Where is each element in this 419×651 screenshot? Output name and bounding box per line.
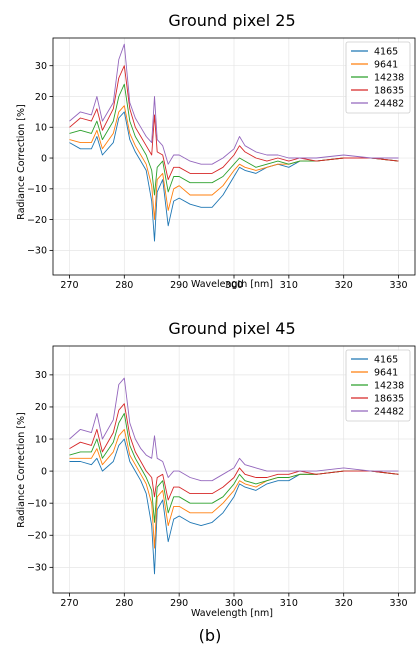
y-tick-label: −10 xyxy=(27,498,47,509)
y-tick-label: −20 xyxy=(27,531,47,542)
legend-label: 14238 xyxy=(374,380,404,391)
figure-caption: (b) xyxy=(199,626,222,645)
x-tick-label: 320 xyxy=(335,598,353,609)
series-line-24482 xyxy=(69,377,399,482)
chart-title: Ground pixel 45 xyxy=(168,319,295,338)
x-tick-label: 300 xyxy=(225,280,243,291)
legend: 4165 9641 14238 18635 24482 xyxy=(345,41,411,114)
x-tick-label: 270 xyxy=(60,598,78,609)
chart-title: Ground pixel 25 xyxy=(168,11,295,30)
y-tick-label: −10 xyxy=(27,184,47,195)
series-line-14238 xyxy=(69,412,399,523)
y-tick-label: 30 xyxy=(35,370,47,381)
legend-label: 18635 xyxy=(374,85,404,96)
axis-ticks: 270 280 290 300 310 320 330 −30 −20 −10 0 10 20 30 xyxy=(27,61,408,291)
chart-panel-ground-pixel-45: Ground pixel 45 270 280 290 300 310 320 330−30… xyxy=(16,319,416,619)
series-line-14238 xyxy=(69,83,399,196)
legend-label: 9641 xyxy=(374,59,398,70)
legend-label: 9641 xyxy=(374,367,398,378)
legend-label: 18635 xyxy=(374,393,404,404)
y-tick-label: 30 xyxy=(35,61,47,72)
legend-box xyxy=(345,41,411,114)
y-tick-label: −30 xyxy=(27,246,47,257)
y-tick-label: −20 xyxy=(27,215,47,226)
y-tick-label: −30 xyxy=(27,563,47,574)
legend-label: 14238 xyxy=(374,72,404,83)
x-tick-label: 280 xyxy=(115,280,133,291)
series-line-18635 xyxy=(69,65,399,181)
y-tick-label: 20 xyxy=(35,92,47,103)
x-tick-label: 330 xyxy=(389,598,407,609)
series-lines xyxy=(69,43,399,242)
series-line-9641 xyxy=(69,105,399,221)
legend-label: 24482 xyxy=(374,98,404,109)
x-tick-label: 270 xyxy=(60,280,78,291)
x-tick-label: 320 xyxy=(335,280,353,291)
series-line-4165 xyxy=(69,111,399,242)
y-axis-label: Radiance Correction [%] xyxy=(16,104,27,219)
x-tick-label: 290 xyxy=(170,280,188,291)
x-tick-label: 310 xyxy=(280,598,298,609)
legend-label: 24482 xyxy=(374,406,404,417)
y-tick-label: 0 xyxy=(41,153,47,164)
legend: 4165 9641 14238 18635 24482 xyxy=(345,349,411,422)
series-line-18635 xyxy=(69,403,399,501)
x-axis-label: Wavelength [nm] xyxy=(191,608,273,619)
series-line-24482 xyxy=(69,43,399,165)
x-tick-label: 280 xyxy=(115,598,133,609)
x-axis-label: Wavelength [nm] xyxy=(191,279,273,290)
x-tick-label: 330 xyxy=(389,280,407,291)
y-tick-label: 20 xyxy=(35,402,47,413)
series-line-4165 xyxy=(69,438,399,575)
axis-ticks: 270 280 290 300 310 320 330 −30 −20 −10 0 10 20 30 xyxy=(27,370,408,609)
legend-box xyxy=(345,349,411,422)
series-lines xyxy=(69,377,399,575)
legend-label: 4165 xyxy=(374,354,398,365)
y-tick-label: 0 xyxy=(41,466,47,477)
x-tick-label: 310 xyxy=(280,280,298,291)
legend-label: 4165 xyxy=(374,46,398,57)
y-axis-label: Radiance Correction [%] xyxy=(16,412,27,527)
y-tick-label: 10 xyxy=(35,123,47,134)
x-tick-label: 300 xyxy=(225,598,243,609)
x-tick-label: 290 xyxy=(170,598,188,609)
chart-panel-ground-pixel-25: Ground pixel 25 270 280 290 300 310 320 330−30… xyxy=(16,11,416,291)
y-tick-label: 10 xyxy=(35,434,47,445)
